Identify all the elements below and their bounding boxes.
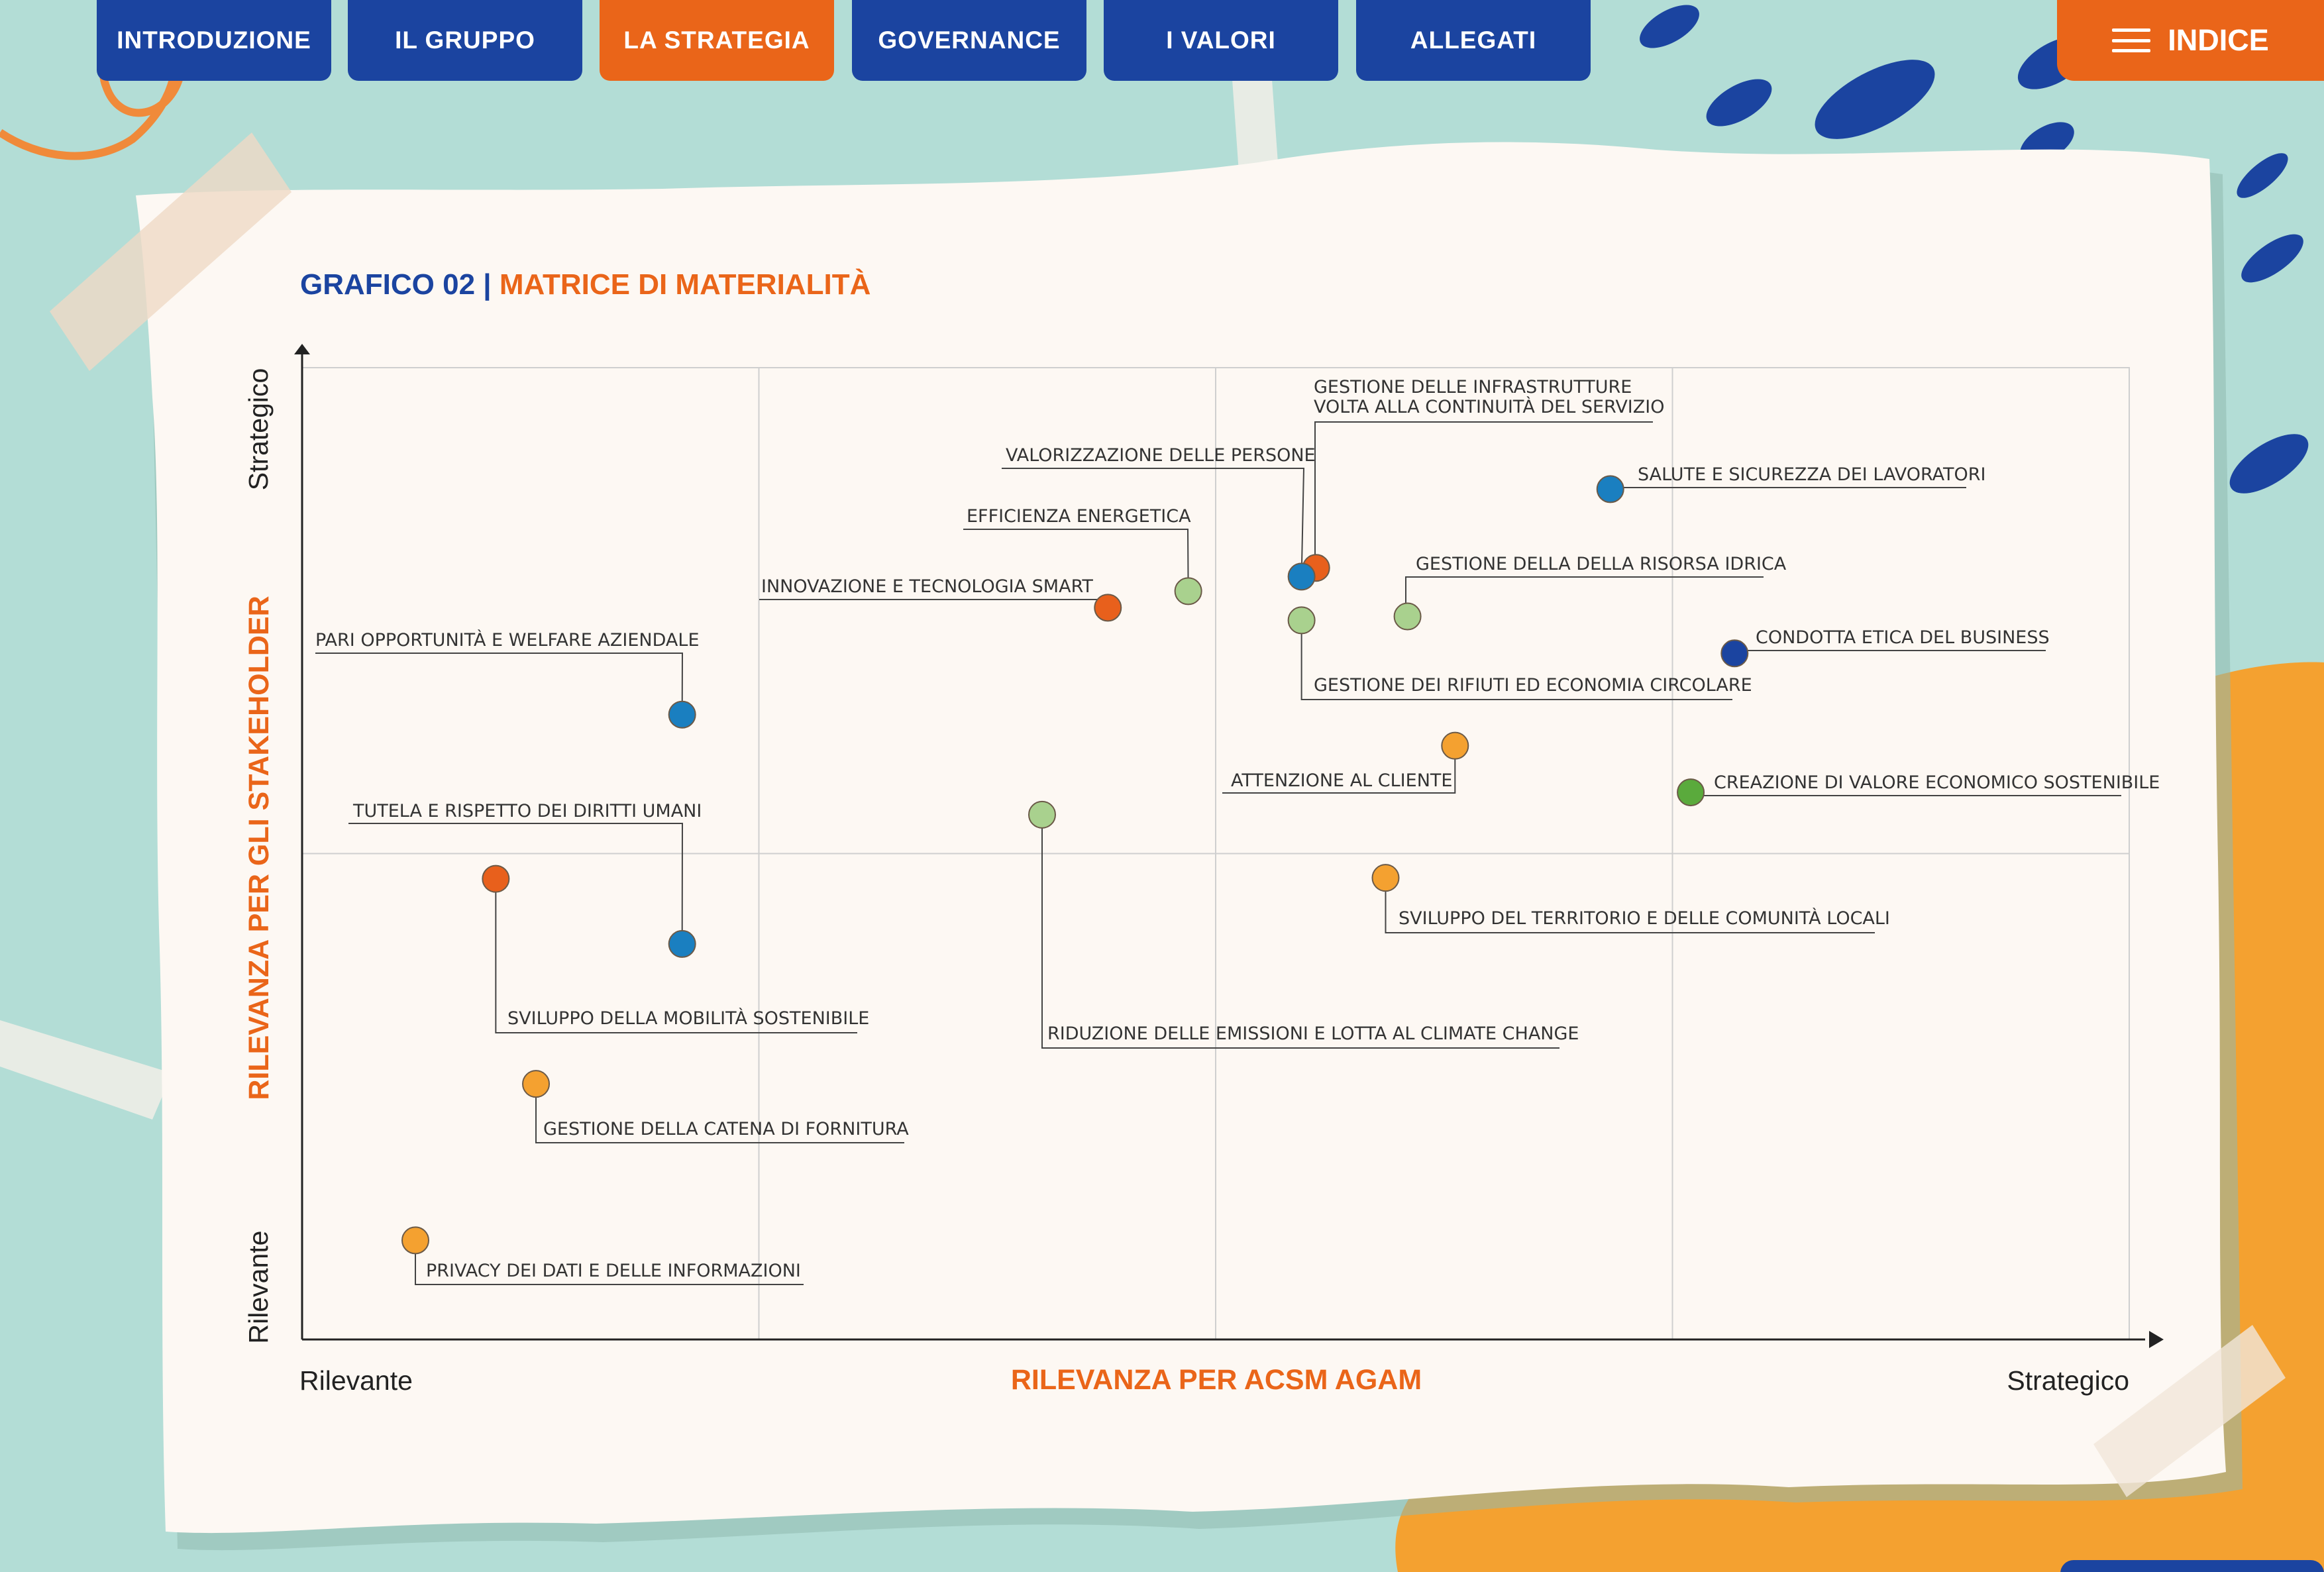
matrix-point — [668, 929, 696, 958]
matrix-point — [1094, 594, 1122, 622]
index-button[interactable]: INDICE — [2057, 0, 2324, 81]
leader-line — [1385, 878, 1875, 933]
nav-tab[interactable]: I VALORI — [1104, 0, 1338, 81]
leader-line — [963, 529, 1189, 592]
matrix-point — [482, 865, 510, 893]
x-tick-min: Rilevante — [299, 1365, 413, 1396]
matrix-point — [1028, 800, 1056, 829]
chart-title-prefix: GRAFICO 02 | — [300, 268, 492, 301]
point-label: PARI OPPORTUNITÀ E WELFARE AZIENDALE — [315, 629, 700, 651]
leader-line — [1041, 814, 1559, 1049]
chart-title: GRAFICO 02 | MATRICE DI MATERIALITÀ — [300, 268, 871, 301]
point-label: SVILUPPO DELLA MOBILITÀ SOSTENIBILE — [507, 1008, 869, 1029]
menu-icon — [2112, 28, 2151, 52]
leader-line — [315, 653, 684, 715]
leader-line — [1405, 576, 1764, 617]
point-label: CONDOTTA ETICA DEL BUSINESS — [1756, 627, 2050, 648]
leader-line — [1734, 650, 2046, 655]
chart-points — [401, 475, 1749, 1255]
nav-tab[interactable]: GOVERNANCE — [852, 0, 1086, 81]
point-label: GESTIONE DELLE INFRASTRUTTURE VOLTA ALLA … — [1314, 377, 1664, 417]
nav-tab[interactable]: ALLEGATI — [1356, 0, 1591, 81]
y-tick-max: Strategico — [243, 368, 274, 491]
matrix-point — [668, 700, 696, 729]
x-tick-max: Strategico — [2007, 1365, 2129, 1396]
point-label: EFFICIENZA ENERGETICA — [967, 506, 1191, 527]
matrix-point — [1287, 606, 1316, 635]
matrix-point — [1393, 602, 1422, 631]
leader-line — [348, 823, 684, 944]
nav-tab[interactable]: LA STRATEGIA — [600, 0, 834, 81]
leader-line — [535, 1084, 904, 1143]
x-axis-title: RILEVANZA PER ACSM AGAM — [1011, 1364, 1422, 1396]
leader-line — [759, 599, 1109, 608]
leader-line — [1610, 487, 1966, 490]
x-axis-arrow — [2149, 1331, 2164, 1348]
point-label: TUTELA E RISPETTO DEI DIRITTI UMANI — [352, 801, 702, 821]
leader-line — [414, 1240, 804, 1285]
point-label: GESTIONE DELLA CATENA DI FORNITURA — [543, 1119, 909, 1139]
y-axis-arrow — [294, 344, 310, 354]
matrix-point — [401, 1226, 429, 1255]
point-label: VALORIZZAZIONE DELLE PERSONE — [1006, 445, 1316, 466]
point-label: CREAZIONE DI VALORE ECONOMICO SOSTENIBIL… — [1714, 772, 2160, 793]
point-label: SALUTE E SICUREZZA DEI LAVORATORI — [1638, 464, 1986, 485]
matrix-point — [1441, 731, 1469, 760]
y-tick-min: Rilevante — [243, 1231, 274, 1344]
point-label: GESTIONE DEI RIFIUTI ED ECONOMIA CIRCOLA… — [1314, 675, 1752, 696]
chart-grid — [301, 367, 2130, 1340]
chart-title-text: MATRICE DI MATERIALITÀ — [499, 268, 871, 301]
point-label: PRIVACY DEI DATI E DELLE INFORMAZIONI — [426, 1261, 801, 1281]
index-label: INDICE — [2168, 23, 2269, 57]
leader-line — [1002, 468, 1305, 577]
point-label: RIDUZIONE DELLE EMISSIONI E LOTTA AL CLI… — [1047, 1023, 1579, 1044]
point-label: SVILUPPO DEL TERRITORIO E DELLE COMUNITÀ… — [1399, 908, 1890, 929]
matrix-point — [1677, 778, 1705, 807]
chart-axes — [294, 344, 2164, 1348]
y-axis-title: RILEVANZA PER GLI STAKEHOLDER — [243, 596, 275, 1100]
matrix-point — [1287, 562, 1316, 591]
nav-tab[interactable]: INTRODUZIONE — [97, 0, 331, 81]
leader-line — [1222, 745, 1456, 794]
matrix-point — [1720, 639, 1749, 668]
matrix-point — [1174, 577, 1202, 605]
matrix-point — [522, 1070, 551, 1098]
leader-line — [1300, 620, 1732, 700]
point-label: ATTENZIONE AL CLIENTE — [1231, 770, 1452, 791]
point-label: INNOVAZIONE E TECNOLOGIA SMART — [761, 576, 1093, 597]
point-label: GESTIONE DELLA DELLA RISORSA IDRICA — [1416, 554, 1787, 574]
leader-line — [495, 878, 857, 1033]
chart-labels: SALUTE E SICUREZZA DEI LAVORATORI GESTION… — [315, 377, 2160, 1281]
matrix-point — [1371, 864, 1400, 892]
nav-tab[interactable]: IL GRUPPO — [348, 0, 582, 81]
matrix-point — [1596, 475, 1624, 503]
